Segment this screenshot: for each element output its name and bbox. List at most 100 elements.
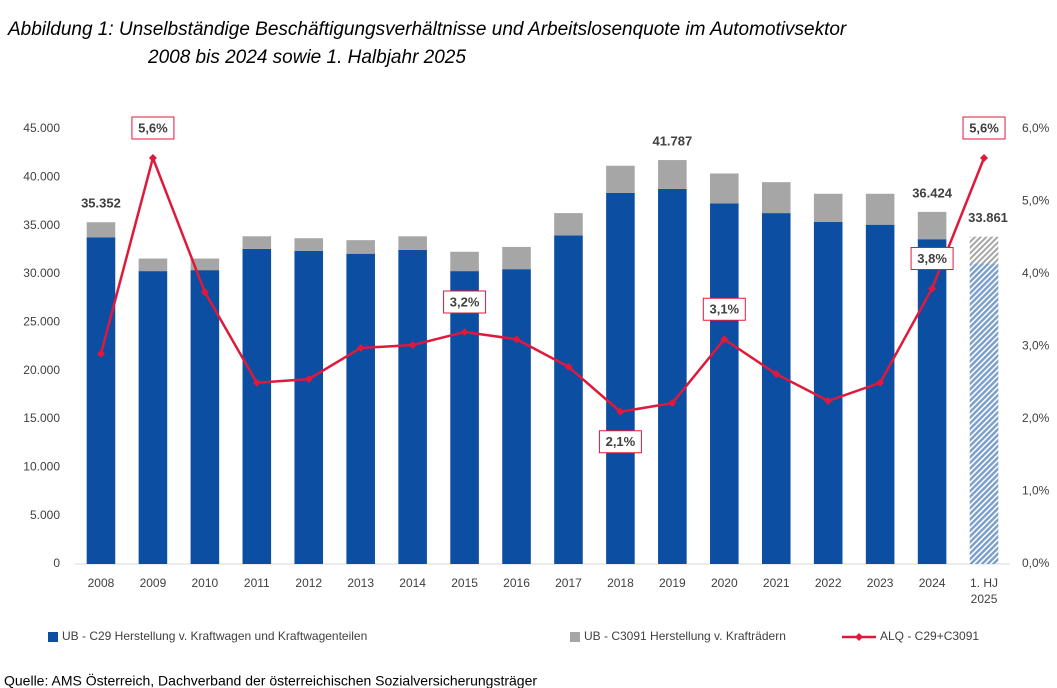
y2-tick-label: 1,0% — [1022, 484, 1050, 498]
bar — [86, 237, 116, 564]
bar — [710, 173, 739, 204]
y-tick-label: 0 — [53, 556, 60, 570]
legend-label: UB - C29 Herstellung v. Kraftwagen und K… — [62, 629, 367, 643]
bar — [450, 271, 479, 564]
line — [99, 153, 986, 414]
x-tick-label: 2014 — [399, 576, 426, 590]
y2-tick-label: 2,0% — [1022, 411, 1050, 425]
bar — [86, 222, 116, 238]
legend-label: ALQ - C29+C3091 — [880, 629, 979, 643]
bar — [450, 251, 479, 272]
bar — [606, 192, 635, 565]
bar — [398, 236, 427, 250]
bar — [865, 224, 895, 564]
value-label: 2,1% — [606, 434, 636, 449]
y2-tick-label: 6,0% — [1022, 121, 1050, 135]
bar — [554, 235, 583, 565]
line-marker — [720, 335, 729, 344]
value-label: 3,1% — [709, 302, 739, 317]
total-label: 41.787 — [652, 133, 692, 148]
bar — [969, 263, 999, 564]
value-label-box — [910, 247, 954, 270]
line-marker — [876, 378, 885, 387]
y-tick-label: 5.000 — [30, 508, 60, 522]
x-tick-label: 2015 — [451, 576, 478, 590]
line-marker — [824, 396, 833, 405]
total-label: 36.424 — [912, 185, 953, 200]
x-tick-label: 1. HJ 2025 — [970, 576, 998, 606]
y2-tick-label: 3,0% — [1022, 339, 1050, 353]
bar — [917, 239, 947, 564]
x-tick-label: 2009 — [140, 576, 167, 590]
value-label-box — [598, 430, 642, 454]
chart-title: Abbildung 1: Unselbständige Beschäftigun… — [7, 19, 847, 40]
bar — [761, 182, 791, 214]
x-tick-label: 2012 — [295, 576, 322, 590]
total-label: 35.352 — [81, 196, 121, 211]
bar — [190, 270, 220, 564]
line-marker — [668, 399, 677, 408]
total-label: 33.861 — [968, 210, 1008, 225]
y-tick-label: 30.000 — [23, 266, 60, 280]
line-marker — [616, 407, 625, 416]
line-marker — [928, 284, 937, 293]
y-tick-label: 20.000 — [23, 363, 60, 377]
line-marker — [96, 349, 105, 358]
x-tick-label: 2022 — [815, 576, 842, 590]
x-tick-label: 2018 — [607, 576, 634, 590]
x-tick-label: 2021 — [763, 576, 790, 590]
bar — [813, 193, 843, 222]
legend-swatch — [48, 632, 58, 642]
x-tick-label: 2016 — [503, 576, 530, 590]
x-tick-label: 2011 — [244, 576, 270, 590]
line-marker — [564, 362, 573, 371]
value-label: 5,6% — [138, 120, 168, 135]
line-marker — [252, 378, 261, 387]
legend-label: UB - C3091 Herstellung v. Krafträdern — [584, 629, 786, 643]
y2-tick-label: 5,0% — [1022, 194, 1050, 208]
line-marker — [408, 341, 417, 350]
y-tick-label: 15.000 — [23, 411, 60, 425]
bar — [294, 250, 324, 565]
x-tick-label: 2019 — [659, 576, 686, 590]
bar — [969, 236, 999, 264]
bar — [917, 211, 947, 240]
x-tick-label: 2020 — [711, 576, 738, 590]
bar — [190, 258, 220, 271]
y-tick-label: 25.000 — [23, 315, 60, 329]
value-label: 3,2% — [450, 294, 480, 309]
x-tick-label: 2010 — [192, 576, 219, 590]
value-label-box — [443, 290, 487, 314]
y2-tick-label: 0,0% — [1022, 556, 1050, 570]
bar — [502, 269, 531, 564]
bar — [138, 271, 168, 564]
line-marker — [148, 154, 157, 162]
bar — [813, 221, 843, 565]
bar — [710, 203, 739, 564]
bar — [658, 188, 687, 564]
x-tick-label: 2024 — [919, 576, 946, 590]
value-label: 3,8% — [917, 251, 947, 266]
value-label-box — [131, 116, 175, 140]
y-tick-label: 40.000 — [23, 170, 60, 184]
bar — [138, 258, 168, 272]
bar — [658, 160, 687, 189]
bar — [761, 213, 791, 564]
source: Quelle: AMS Österreich, Dachverband der … — [4, 672, 537, 688]
bar — [502, 246, 531, 270]
legend-marker — [855, 633, 863, 641]
bar — [606, 165, 635, 193]
x-tick-label: 2013 — [347, 576, 374, 590]
bar — [865, 193, 895, 225]
bar — [242, 236, 272, 249]
y-tick-label: 10.000 — [23, 460, 60, 474]
chart-subtitle: 2008 bis 2024 sowie 1. Halbjahr 2025 — [147, 47, 466, 68]
value-label: 5,6% — [969, 120, 999, 135]
line-marker — [200, 288, 209, 297]
bar — [242, 248, 272, 564]
line-marker — [460, 328, 469, 336]
line-marker — [772, 370, 781, 379]
line-marker — [512, 335, 521, 344]
y-tick-label: 45.000 — [23, 121, 60, 135]
